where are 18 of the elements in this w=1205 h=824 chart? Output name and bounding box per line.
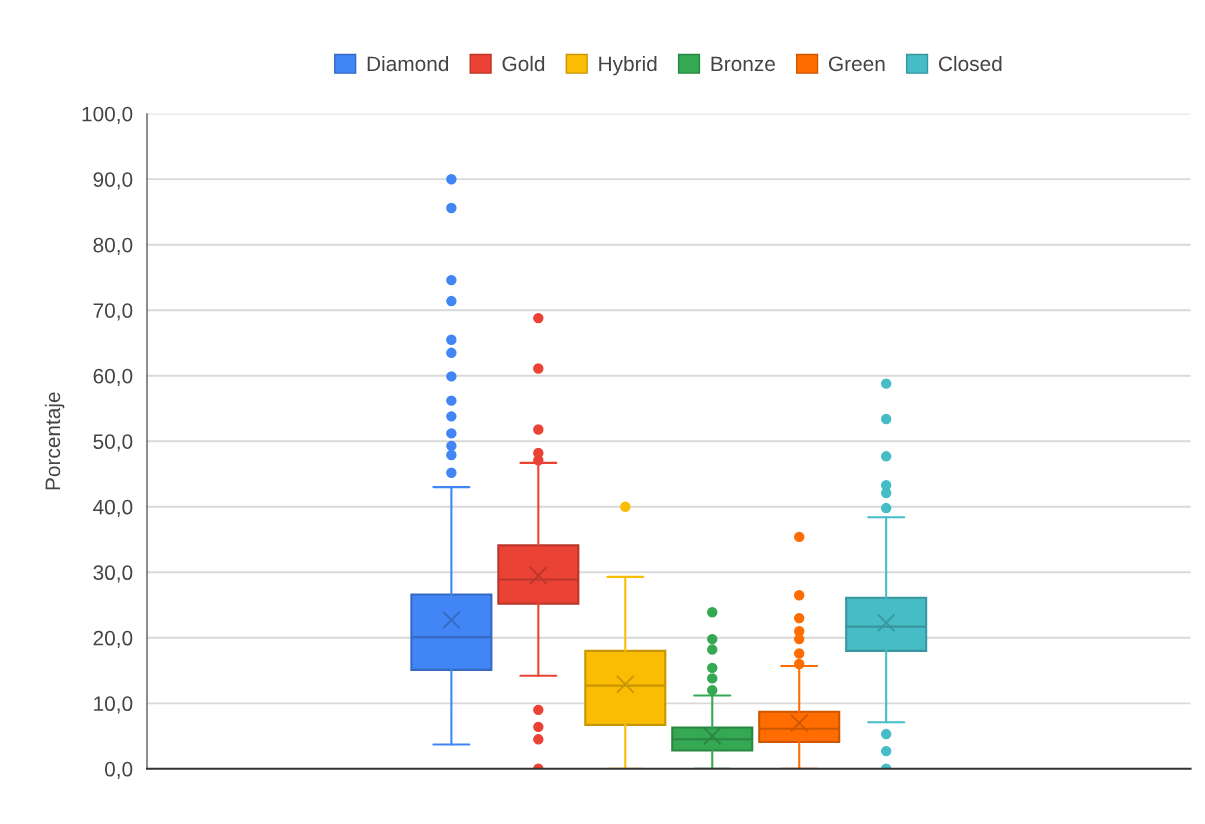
legend-label: Closed	[938, 55, 1002, 72]
legend-label: Hybrid	[599, 55, 657, 76]
y-tick-label: 70,0	[93, 303, 133, 321]
y-tick-label: 0,0	[104, 761, 133, 780]
legend-label: Bronze	[711, 56, 775, 72]
legend-label: Diamond	[367, 55, 449, 72]
y-tick-label: 20,0	[93, 630, 133, 648]
y-tick-label: 50,0	[93, 434, 133, 452]
y-tick-label: 60,0	[93, 368, 133, 386]
y-tick-label: 10,0	[94, 696, 133, 714]
y-tick-label: 30,0	[93, 565, 133, 583]
legend-label: Green	[828, 56, 885, 72]
y-tick-label: 40,0	[93, 499, 133, 517]
y-tick-label: 80,0	[93, 237, 133, 255]
y-tick-label: 100,0	[82, 106, 133, 124]
legend-label: Gold	[502, 55, 545, 72]
y-axis-title: Porcentaje	[44, 392, 65, 490]
y-tick-label: 90,0	[93, 172, 133, 190]
